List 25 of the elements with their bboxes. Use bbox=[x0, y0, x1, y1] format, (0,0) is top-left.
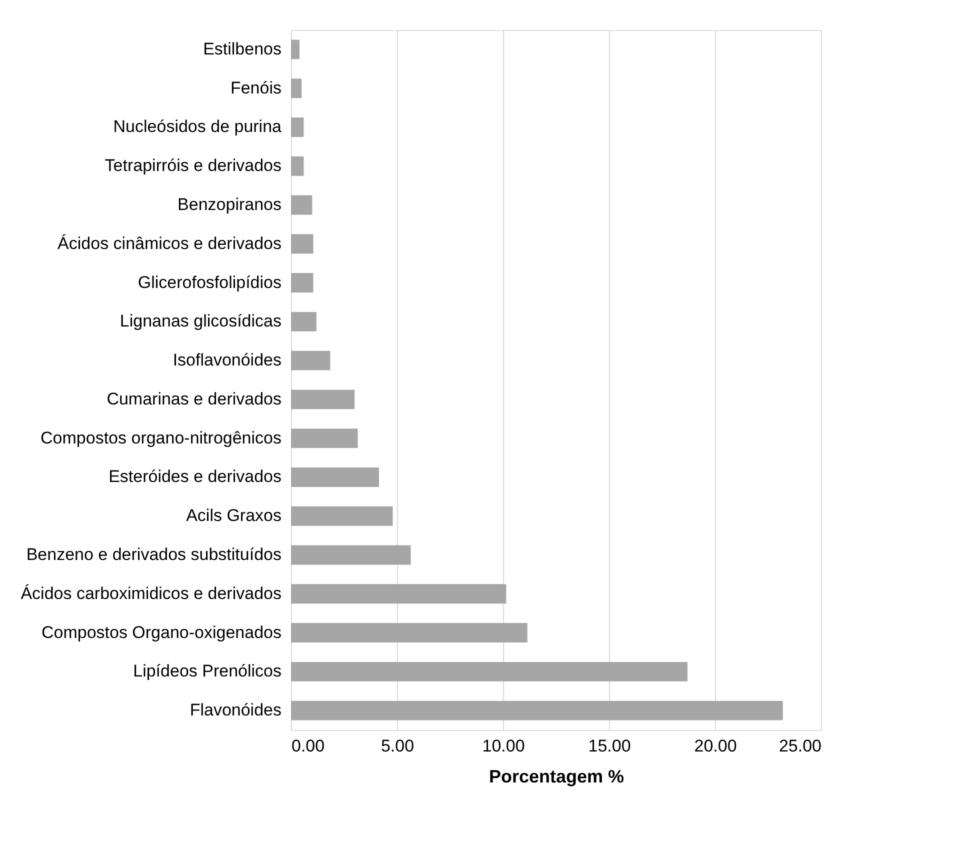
y-tick-label: Cumarinas e derivados bbox=[106, 389, 282, 408]
y-tick-label: Compostos Organo-oxigenados bbox=[41, 622, 282, 642]
y-tick-label: Flavonóides bbox=[190, 700, 282, 720]
y-tick-label: Lignanas glicosídicas bbox=[120, 312, 282, 331]
y-tick-label: Tetrapirróis e derivados bbox=[104, 156, 282, 176]
x-tick-label: 0.00 bbox=[292, 736, 325, 756]
y-tick-label: Glicerofosfolipídios bbox=[138, 272, 282, 292]
y-tick-label: Benzopiranos bbox=[178, 195, 282, 214]
y-tick-label: Fenóis bbox=[230, 78, 282, 98]
x-tick-label: 25.00 bbox=[778, 736, 822, 756]
y-tick-label: Estilbenos bbox=[203, 39, 282, 58]
y-tick-label: Compostos organo-nitrogênicos bbox=[40, 428, 282, 448]
y-tick-label: Ácidos cinâmicos e derivados bbox=[58, 234, 282, 253]
y-tick-label: Isoflavonóides bbox=[172, 350, 282, 370]
y-tick-label: Acils Graxos bbox=[186, 506, 282, 526]
y-tick-label: Ácidos carboximidicos e derivados bbox=[20, 584, 282, 603]
x-tick-label: 10.00 bbox=[482, 736, 525, 756]
y-tick-label: Benzeno e derivados substituídos bbox=[26, 545, 282, 564]
y-tick-label: Lipídeos Prenólicos bbox=[133, 662, 282, 681]
y-tick-label: Esteróides e derivados bbox=[108, 467, 282, 486]
x-tick-label: 20.00 bbox=[694, 736, 737, 756]
y-tick-label: Nucleósidos de purina bbox=[113, 117, 282, 136]
x-tick-label: 15.00 bbox=[588, 736, 631, 756]
x-tick-label: 5.00 bbox=[380, 736, 414, 756]
x-axis-title: Porcentagem % bbox=[488, 766, 624, 786]
